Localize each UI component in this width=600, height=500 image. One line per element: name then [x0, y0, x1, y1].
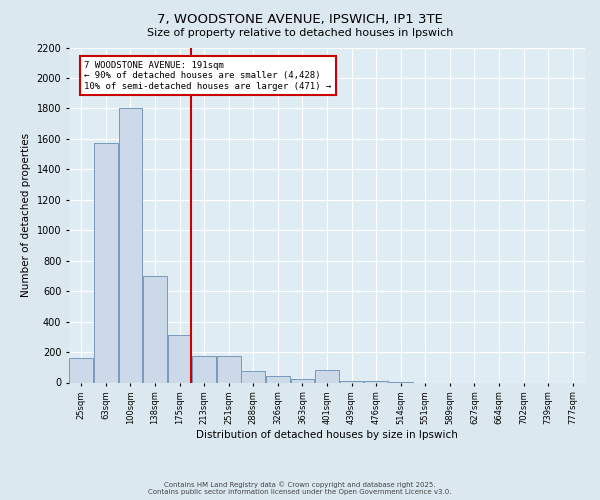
Bar: [167, 336, 191, 382]
Bar: [340, 381, 364, 382]
Text: Contains HM Land Registry data © Crown copyright and database right 2025.
Contai: Contains HM Land Registry data © Crown c…: [148, 482, 452, 495]
Bar: [364, 381, 388, 382]
Y-axis label: Number of detached properties: Number of detached properties: [21, 133, 31, 297]
Bar: [192, 356, 216, 382]
Bar: [94, 144, 118, 382]
Bar: [70, 358, 93, 382]
Text: 7, WOODSTONE AVENUE, IPSWICH, IP1 3TE: 7, WOODSTONE AVENUE, IPSWICH, IP1 3TE: [157, 12, 443, 26]
Bar: [143, 276, 167, 382]
Bar: [290, 380, 314, 382]
Text: Size of property relative to detached houses in Ipswich: Size of property relative to detached ho…: [147, 28, 453, 38]
Bar: [119, 108, 142, 382]
Bar: [266, 376, 290, 382]
Bar: [217, 356, 241, 382]
Text: 7 WOODSTONE AVENUE: 191sqm
← 90% of detached houses are smaller (4,428)
10% of s: 7 WOODSTONE AVENUE: 191sqm ← 90% of deta…: [85, 61, 332, 90]
Bar: [241, 371, 265, 382]
X-axis label: Distribution of detached houses by size in Ipswich: Distribution of detached houses by size …: [196, 430, 458, 440]
Bar: [315, 370, 339, 382]
